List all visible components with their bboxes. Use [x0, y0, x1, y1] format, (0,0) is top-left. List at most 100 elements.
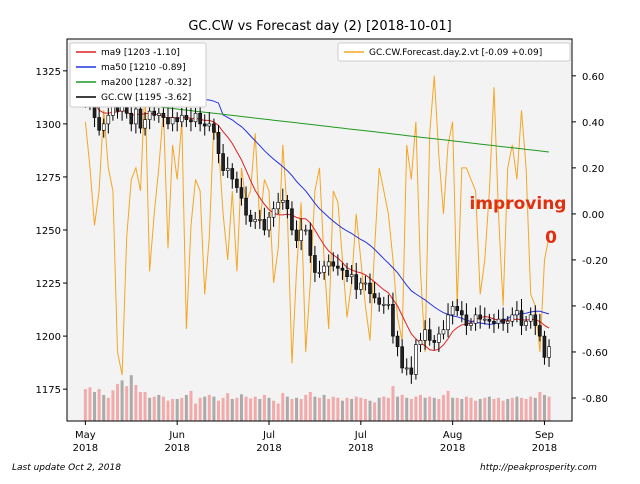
right-tick-label: 0.40	[582, 118, 604, 129]
candle-body	[377, 297, 381, 305]
volume-bar	[83, 389, 87, 421]
volume-bar	[373, 402, 377, 421]
volume-bar	[93, 392, 97, 421]
x-tick-month: Jul	[354, 430, 367, 441]
legend-label: ma50 [1210 -0.89]	[101, 63, 186, 73]
volume-bar	[451, 397, 455, 421]
volume-bar	[423, 397, 427, 421]
candle-body	[143, 119, 147, 129]
annotation-value: 0	[545, 228, 557, 248]
x-tick-month: Jun	[168, 430, 185, 441]
volume-bar	[239, 394, 243, 421]
volume-bar	[331, 396, 335, 421]
right-tick-label: -0.40	[582, 302, 608, 313]
volume-bar	[217, 400, 220, 421]
left-tick-label: 1175	[36, 385, 61, 396]
candle-body	[331, 261, 336, 267]
volume-bar	[203, 396, 207, 421]
volume-bar	[221, 397, 225, 421]
candle-body	[97, 117, 101, 131]
volume-bar	[386, 397, 390, 421]
candle-body	[473, 314, 478, 324]
candle-body	[193, 112, 198, 123]
candle-body	[212, 123, 216, 133]
candle-body	[184, 115, 189, 120]
candle-body	[418, 340, 423, 345]
candle-body	[230, 168, 235, 180]
volume-bar	[175, 398, 179, 421]
volume-bar	[478, 398, 482, 421]
volume-bar	[116, 383, 119, 421]
volume-bar	[469, 397, 473, 421]
volume-bar	[129, 375, 133, 421]
candle-body	[216, 132, 221, 154]
left-tick-label: 1250	[36, 226, 61, 237]
candle-body	[147, 110, 152, 120]
candle-body	[258, 219, 262, 221]
candle-body	[455, 306, 460, 311]
candle-body	[349, 274, 354, 277]
candle-body	[423, 329, 427, 341]
volume-bar	[230, 398, 234, 421]
volume-bar	[455, 397, 459, 421]
candle-body	[519, 310, 524, 326]
volume-bar	[419, 394, 422, 421]
volume-bar	[276, 403, 280, 421]
right-tick-label: 0.60	[582, 72, 604, 83]
x-tick-month: Jul	[262, 430, 275, 441]
volume-bar	[189, 390, 193, 421]
volume-bar	[354, 396, 358, 421]
volume-bar	[304, 394, 308, 421]
candle-body	[441, 329, 446, 335]
candle-body	[501, 318, 505, 324]
x-tick-year: 2018	[256, 443, 281, 454]
volume-bar	[125, 386, 129, 421]
candle-body	[414, 344, 418, 375]
candle-body	[189, 119, 193, 123]
right-tick-label: 0.00	[582, 210, 604, 221]
candle-body	[446, 314, 450, 331]
volume-bar	[414, 396, 418, 421]
candle-body	[152, 110, 157, 116]
legend-left-box	[69, 42, 207, 108]
volume-bar	[327, 398, 331, 421]
volume-bar	[460, 398, 464, 421]
candle-body	[432, 340, 437, 343]
volume-bar	[249, 398, 253, 421]
candle-body	[326, 261, 331, 267]
volume-bar	[396, 396, 400, 421]
candle-body	[157, 112, 161, 116]
candle-body	[166, 117, 170, 125]
volume-bar	[350, 398, 354, 421]
volume-bar	[148, 397, 152, 421]
volume-bar	[235, 397, 239, 421]
candle-body	[225, 168, 230, 171]
volume-bar	[308, 392, 312, 421]
volume-bar	[437, 398, 441, 421]
candle-body	[161, 112, 166, 118]
volume-bar	[134, 385, 138, 421]
candle-body	[313, 255, 317, 273]
candle-body	[482, 318, 487, 321]
volume-bar	[267, 397, 271, 421]
volume-bar	[446, 390, 450, 421]
volume-bar	[340, 400, 344, 421]
volume-bar	[318, 397, 321, 421]
candle-body	[381, 303, 386, 306]
volume-bar	[258, 398, 262, 421]
volume-bar	[198, 397, 202, 421]
candle-body	[533, 314, 538, 326]
candle-body	[496, 318, 501, 324]
volume-bar	[194, 403, 198, 421]
candle-body	[492, 320, 496, 324]
volume-bar	[382, 396, 386, 421]
volume-bar	[102, 394, 106, 421]
x-tick-year: 2018	[73, 443, 98, 454]
candle-body	[267, 216, 271, 231]
candle-body	[280, 199, 285, 203]
volume-bar	[391, 386, 395, 421]
candle-body	[271, 208, 276, 218]
left-tick-label: 1300	[36, 120, 61, 131]
candle-body	[170, 117, 175, 125]
